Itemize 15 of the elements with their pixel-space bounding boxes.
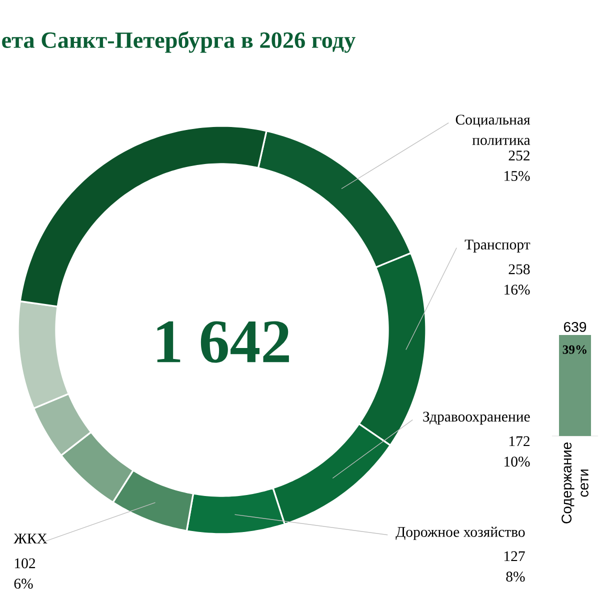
slice-label: Здравоохранение — [423, 412, 530, 425]
data-label: 639 — [564, 322, 586, 332]
annotation: 39% — [562, 345, 586, 354]
data-label: 102 6% — [14, 558, 36, 589]
slice-label: ЖКХ — [14, 534, 48, 544]
data-label: 258 16% — [504, 264, 530, 295]
data-label: 172 10% — [504, 436, 530, 467]
slice-label: Дорожное хозяйство — [396, 526, 525, 540]
slice-label: Социальная политика — [456, 114, 530, 145]
chart-title: ета Санкт-Петербурга в 2026 году — [2, 31, 356, 53]
data-label: 127 8% — [504, 551, 525, 582]
data-label: 252 15% — [504, 150, 530, 181]
text: 1 642 — [157, 321, 289, 363]
x-tick-label: Содержание сети — [562, 442, 588, 524]
slice-label: Транспорт — [464, 240, 530, 252]
